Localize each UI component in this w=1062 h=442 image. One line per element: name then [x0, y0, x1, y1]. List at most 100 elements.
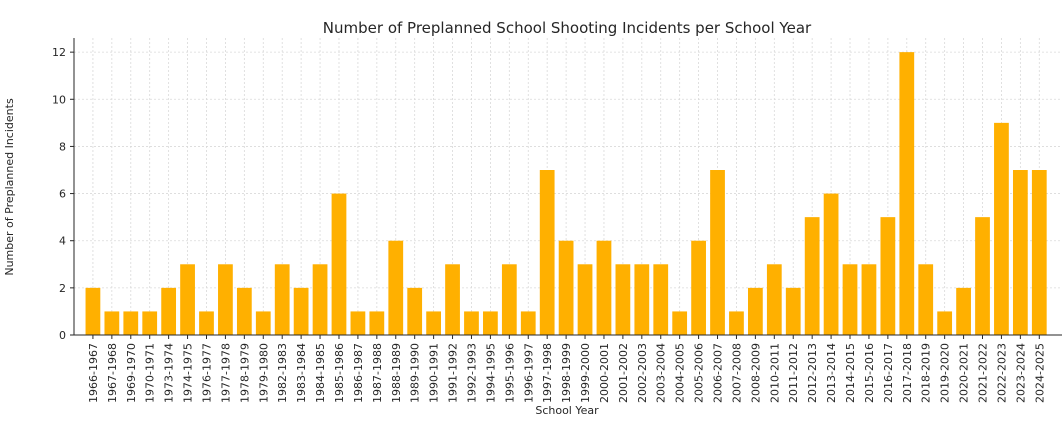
x-tick-label: 2014-2015	[844, 343, 857, 403]
x-tick-label: 2000-2001	[598, 343, 611, 403]
x-tick-label: 1997-1998	[541, 343, 554, 403]
x-tick-label: 2012-2013	[806, 343, 819, 403]
x-tick-label: 1998-1999	[560, 343, 573, 403]
x-tick-label: 1978-1979	[238, 343, 251, 403]
bar-1966-1967	[85, 287, 101, 335]
bar-1997-1998	[539, 170, 555, 335]
y-tick-label: 4	[59, 235, 66, 248]
bar-2017-2018	[899, 52, 915, 336]
x-tick-label: 1996-1997	[522, 343, 535, 403]
x-tick-label: 2020-2021	[958, 343, 971, 403]
bar-2002-2003	[634, 264, 650, 335]
x-tick-label: 1985-1986	[333, 343, 346, 403]
bar-2022-2023	[994, 122, 1009, 335]
x-tick-label: 1988-1989	[390, 343, 403, 403]
bar-1979-1980	[255, 311, 271, 335]
bar-layer	[85, 52, 1047, 336]
x-tick-label: 1994-1995	[484, 343, 497, 403]
x-tick-label: 2019-2020	[939, 343, 952, 403]
x-axis-label: School Year	[535, 404, 599, 417]
y-tick-label: 6	[59, 188, 66, 201]
bar-1977-1978	[218, 264, 233, 335]
bar-1973-1974	[161, 287, 177, 335]
bar-1995-1996	[501, 264, 517, 335]
x-tick-label: 2002-2003	[636, 343, 649, 403]
x-tick-label: 1999-2000	[579, 343, 592, 403]
x-tick-label: 1984-1985	[314, 343, 327, 403]
bar-2016-2017	[880, 217, 896, 335]
bar-1989-1990	[407, 287, 423, 335]
bar-2000-2001	[596, 240, 612, 335]
x-tick-label: 1989-1990	[409, 343, 422, 403]
x-tick-label: 2006-2007	[712, 343, 725, 403]
x-tick-label: 1995-1996	[503, 343, 516, 403]
bar-1998-1999	[558, 240, 574, 335]
x-tick-label: 2024-2025	[1033, 343, 1046, 403]
x-tick-label: 1976-1977	[200, 343, 213, 403]
x-tick-label: 2013-2014	[825, 343, 838, 403]
bar-1990-1991	[426, 311, 441, 335]
bar-1978-1979	[236, 287, 252, 335]
y-tick-layer: 0 2 4 6 8 10 12	[52, 46, 74, 342]
bar-2007-2008	[729, 311, 744, 335]
x-tick-label: 1979-1980	[257, 343, 270, 403]
x-tick-layer: 1966-1967 1967-1968 1969-1970 1970-1971 1973…	[87, 335, 1046, 403]
x-tick-label: 2011-2012	[787, 343, 800, 403]
y-tick-label: 8	[59, 140, 66, 153]
x-tick-label: 2017-2018	[901, 343, 914, 403]
bar-1986-1987	[350, 311, 366, 335]
bar-2014-2015	[842, 264, 858, 335]
bar-1991-1992	[445, 264, 460, 335]
bar-2005-2006	[691, 240, 706, 335]
x-tick-label: 2023-2024	[1014, 343, 1027, 403]
x-tick-label: 1973-1974	[163, 343, 176, 403]
bar-2020-2021	[956, 287, 971, 335]
bar-1985-1986	[331, 193, 347, 335]
bar-1988-1989	[388, 240, 404, 335]
bar-1976-1977	[199, 311, 214, 335]
bar-2015-2016	[861, 264, 877, 335]
bar-2019-2020	[937, 311, 953, 335]
bar-2003-2004	[653, 264, 669, 335]
x-tick-label: 1969-1970	[125, 343, 138, 403]
bar-1984-1985	[312, 264, 328, 335]
x-tick-label: 2008-2009	[749, 343, 762, 403]
x-tick-label: 2016-2017	[882, 343, 895, 403]
x-tick-label: 2004-2005	[674, 343, 687, 403]
axis-layer	[73, 38, 1062, 336]
bar-1974-1975	[180, 264, 195, 335]
bar-2023-2024	[1012, 170, 1028, 335]
bar-1996-1997	[520, 311, 536, 335]
x-tick-label: 1991-1992	[447, 343, 460, 403]
x-tick-label: 2001-2002	[617, 343, 630, 403]
x-tick-label: 1982-1983	[276, 343, 289, 403]
bar-1982-1983	[274, 264, 290, 335]
x-tick-label: 2021-2022	[977, 343, 990, 403]
y-axis-label: Number of Preplanned Incidents	[3, 98, 16, 276]
bar-1970-1971	[142, 311, 158, 335]
x-tick-label: 2022-2023	[995, 343, 1008, 403]
bar-2010-2011	[766, 264, 782, 335]
x-tick-label: 1970-1971	[144, 343, 157, 403]
bar-2024-2025	[1031, 170, 1047, 335]
x-tick-label: 1966-1967	[87, 343, 100, 403]
x-tick-label: 1983-1984	[295, 343, 308, 403]
x-tick-label: 1990-1991	[428, 343, 441, 403]
x-tick-label: 2018-2019	[920, 343, 933, 403]
x-tick-label: 1987-1988	[371, 343, 384, 403]
bar-2006-2007	[710, 170, 725, 335]
chart-title: Number of Preplanned School Shooting Inc…	[323, 19, 812, 37]
y-tick-label: 2	[59, 282, 66, 295]
bar-2004-2005	[672, 311, 688, 335]
bar-1992-1993	[464, 311, 479, 335]
bar-1967-1968	[104, 311, 120, 335]
x-tick-label: 1974-1975	[182, 343, 195, 403]
x-tick-label: 2015-2016	[863, 343, 876, 403]
bar-2021-2022	[975, 217, 990, 335]
bar-1987-1988	[369, 311, 385, 335]
bar-2018-2019	[918, 264, 934, 335]
x-tick-label: 1967-1968	[106, 343, 119, 403]
bar-2012-2013	[804, 217, 820, 335]
